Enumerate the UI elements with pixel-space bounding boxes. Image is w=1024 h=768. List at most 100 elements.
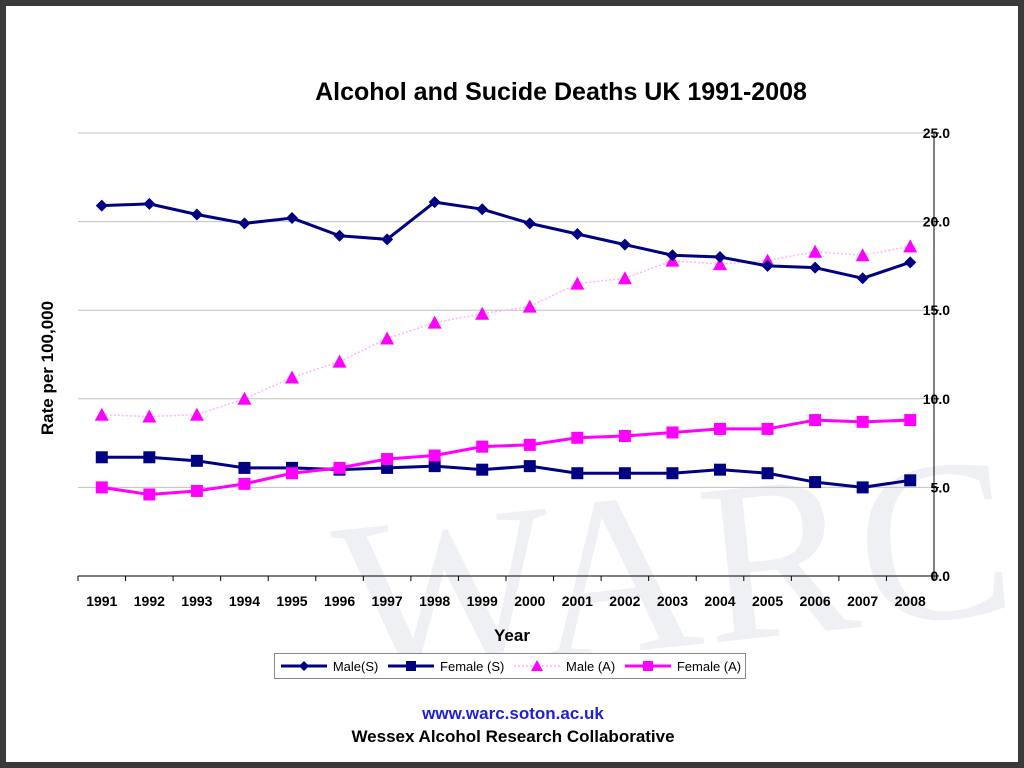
legend-label-female-s: Female (S): [440, 658, 505, 674]
data-point-female-s: [618, 467, 631, 480]
y-tick-label: 0.0: [931, 568, 951, 584]
x-tick-label: 1996: [324, 593, 355, 609]
data-point-female-a: [428, 449, 441, 462]
slide: WARC Alcohol and Sucide Deaths UK 1991-2…: [6, 6, 1018, 762]
data-point-female-s: [809, 476, 822, 489]
x-tick-label: 1997: [372, 593, 403, 609]
y-tick-label: 15.0: [923, 302, 950, 318]
data-point-male-s: [523, 217, 536, 230]
legend-swatch-male-s: [280, 661, 327, 671]
data-point-male-s: [95, 199, 108, 212]
data-point-male-a: [570, 276, 585, 290]
y-tick-label: 20.0: [923, 214, 950, 230]
x-tick-label: 2002: [609, 593, 640, 609]
chart-title: Alcohol and Sucide Deaths UK 1991-2008: [315, 78, 807, 106]
data-point-female-a: [286, 467, 298, 480]
data-point-female-a: [618, 430, 631, 443]
series-line-female-s: [101, 455, 911, 489]
data-point-male-a: [855, 248, 870, 262]
legend-label-male-a: Male (A): [566, 658, 616, 674]
legend-item-male-a: Male (A): [512, 659, 615, 674]
x-tick-label: 2004: [704, 593, 735, 609]
x-tick-label: 1994: [229, 593, 260, 609]
x-tick-label: 2007: [847, 593, 878, 609]
x-tick-label: 2001: [562, 593, 593, 609]
legend-swatch-female-a: [624, 661, 671, 671]
data-point-male-a: [380, 331, 395, 345]
data-point-male-a: [713, 257, 727, 271]
x-tick-label: 1993: [181, 593, 212, 609]
y-tick-label: 25.0: [923, 125, 950, 141]
x-tick-label: 2008: [895, 593, 926, 609]
y-axis-label: Rate per 100,000: [38, 300, 57, 436]
data-point-male-s: [286, 212, 298, 225]
organization-name: Wessex Alcohol Research Collaborative: [351, 727, 675, 746]
data-point-female-s: [476, 463, 489, 476]
data-point-male-s: [761, 259, 774, 272]
data-point-female-a: [714, 422, 726, 435]
data-point-female-s: [95, 451, 108, 464]
data-point-male-s: [714, 251, 726, 264]
data-point-female-s: [571, 467, 584, 480]
data-point-male-a: [189, 407, 204, 421]
legend-swatch-female-s: [388, 661, 435, 671]
legend-label-male-s: Male(S): [332, 658, 379, 674]
legend-swatch-male-a: [514, 660, 561, 671]
data-point-male-a: [522, 299, 537, 313]
data-point-female-s: [856, 481, 869, 494]
data-point-male-s: [190, 208, 203, 221]
series-line-male-a: [101, 245, 911, 418]
data-point-female-a: [190, 484, 203, 497]
data-point-male-s: [571, 228, 584, 241]
x-tick-label: 1995: [276, 593, 307, 609]
data-point-male-a: [808, 244, 823, 258]
data-point-male-a: [237, 391, 252, 405]
data-point-male-s: [618, 238, 631, 251]
data-point-female-a: [476, 440, 489, 453]
data-point-female-a: [904, 414, 917, 427]
data-point-male-a: [332, 354, 347, 368]
x-tick-label: 2005: [752, 593, 783, 609]
y-tick-label: 10.0: [923, 391, 950, 407]
data-point-female-a: [523, 438, 536, 451]
data-point-female-s: [428, 460, 441, 473]
data-point-female-a: [666, 426, 679, 439]
legend-item-female-a: Female (A): [623, 659, 741, 674]
x-tick-label: 1991: [86, 593, 117, 609]
x-tick-label: 2003: [657, 593, 688, 609]
x-tick-label: 1992: [134, 593, 165, 609]
data-point-male-s: [809, 261, 822, 274]
series-line-female-a: [101, 418, 911, 496]
legend-item-female-s: Female (S): [386, 659, 504, 674]
data-point-female-s: [666, 467, 679, 480]
data-point-male-s: [476, 203, 489, 216]
data-point-female-s: [904, 474, 917, 487]
line-chart: 0.0 5.0 10.0 15.0 20.0 25.0 1991 1992 1993 1994 19…: [77, 125, 951, 609]
data-point-male-a: [427, 315, 442, 329]
data-point-male-a: [285, 370, 299, 384]
data-point-male-s: [856, 272, 869, 285]
data-point-female-s: [190, 454, 203, 467]
data-point-male-s: [333, 229, 346, 242]
x-tick-label: 2000: [514, 593, 545, 609]
data-point-male-a: [617, 271, 632, 285]
data-point-female-s: [714, 463, 726, 476]
series-line-male-s: [101, 200, 911, 280]
data-point-female-a: [143, 488, 156, 501]
legend-label-female-a: Female (A): [676, 658, 742, 674]
data-point-female-a: [809, 414, 822, 427]
data-point-female-s: [523, 460, 536, 473]
data-point-male-s: [666, 249, 679, 262]
data-point-male-a: [903, 239, 918, 253]
data-point-female-a: [95, 481, 108, 494]
x-tick-label: 2006: [800, 593, 831, 609]
x-tick-label: 1999: [467, 593, 498, 609]
data-point-male-s: [238, 217, 251, 230]
x-tick-label: 1998: [419, 593, 450, 609]
data-point-female-a: [571, 431, 584, 444]
data-point-female-a: [333, 461, 346, 474]
website-link[interactable]: www.warc.soton.ac.uk: [422, 704, 604, 723]
legend-item-male-s: Male(S): [279, 658, 379, 674]
data-point-female-s: [143, 451, 156, 464]
data-point-male-s: [381, 233, 394, 246]
